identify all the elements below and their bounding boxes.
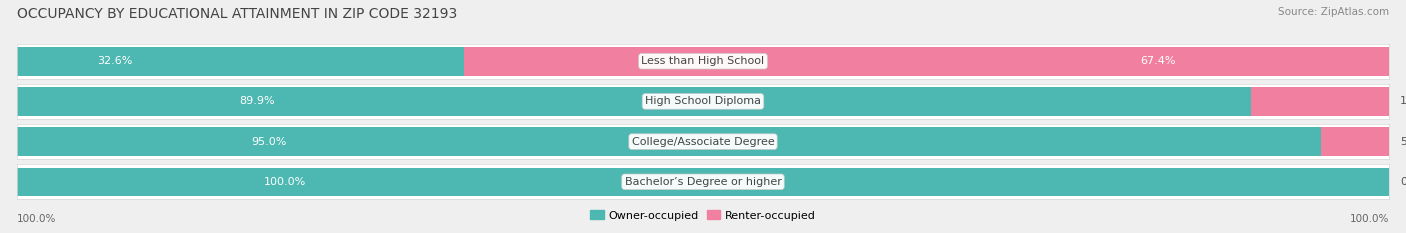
- Bar: [1250, 87, 1389, 116]
- Text: Bachelor’s Degree or higher: Bachelor’s Degree or higher: [624, 177, 782, 187]
- Bar: [17, 127, 1389, 156]
- Bar: [17, 168, 1389, 196]
- Text: 5.0%: 5.0%: [1400, 137, 1406, 147]
- Text: 10.1%: 10.1%: [1400, 96, 1406, 106]
- Bar: [17, 87, 1250, 116]
- Bar: [17, 47, 464, 75]
- Text: 89.9%: 89.9%: [239, 96, 274, 106]
- Text: 100.0%: 100.0%: [264, 177, 307, 187]
- Bar: [1320, 127, 1389, 156]
- Legend: Owner-occupied, Renter-occupied: Owner-occupied, Renter-occupied: [586, 206, 820, 225]
- Text: OCCUPANCY BY EDUCATIONAL ATTAINMENT IN ZIP CODE 32193: OCCUPANCY BY EDUCATIONAL ATTAINMENT IN Z…: [17, 7, 457, 21]
- Text: High School Diploma: High School Diploma: [645, 96, 761, 106]
- Bar: [464, 47, 1389, 75]
- Text: 0.0%: 0.0%: [1400, 177, 1406, 187]
- Text: College/Associate Degree: College/Associate Degree: [631, 137, 775, 147]
- Bar: [17, 87, 1389, 116]
- Bar: [17, 127, 1320, 156]
- Text: 67.4%: 67.4%: [1140, 56, 1175, 66]
- Text: Less than High School: Less than High School: [641, 56, 765, 66]
- Bar: [17, 168, 1389, 196]
- Bar: [17, 47, 1389, 75]
- Text: 100.0%: 100.0%: [1350, 214, 1389, 224]
- Text: 100.0%: 100.0%: [17, 214, 56, 224]
- Text: 95.0%: 95.0%: [252, 137, 287, 147]
- Text: Source: ZipAtlas.com: Source: ZipAtlas.com: [1278, 7, 1389, 17]
- Text: 32.6%: 32.6%: [97, 56, 132, 66]
